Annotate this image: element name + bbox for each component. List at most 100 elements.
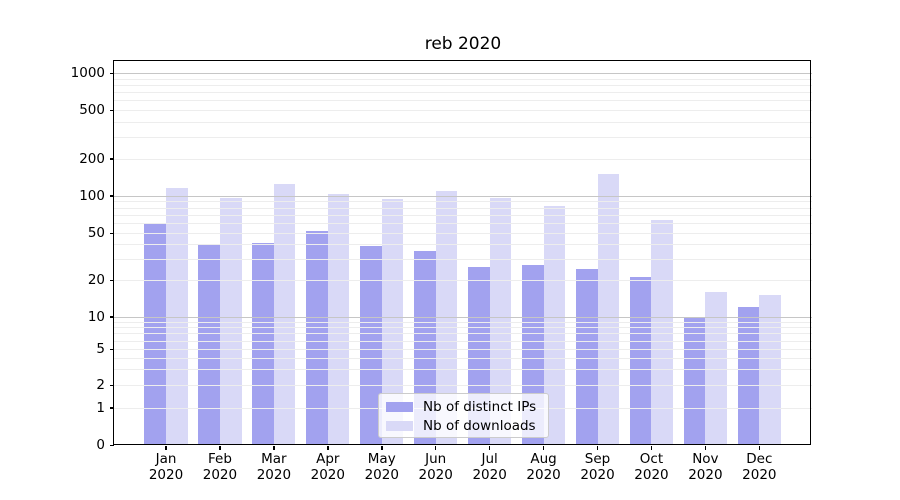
bar-downloads-jun (435, 190, 458, 445)
gridline-minor (114, 280, 812, 281)
y-tick-mark (109, 444, 114, 446)
x-tick-month: Jan (155, 451, 177, 467)
x-tick-month: Jun (425, 451, 447, 467)
y-tick-label: 5 (96, 341, 105, 358)
y-tick-label: 10 (87, 308, 105, 325)
bar-downloads-nov (705, 291, 727, 445)
x-tick-label-oct: Oct 2020 (621, 451, 681, 483)
x-tick-month: Apr (316, 451, 340, 467)
gridline-minor (114, 158, 812, 160)
x-tick-month: Feb (207, 451, 232, 467)
bar-downloads-oct (651, 219, 674, 445)
x-tick-mark (381, 446, 383, 450)
gridline-major (114, 195, 812, 197)
legend-swatch-icon (386, 402, 413, 412)
x-tick-month: May (367, 451, 396, 467)
gridline-minor (114, 201, 812, 203)
x-tick-label-aug: Aug 2020 (514, 451, 574, 483)
y-tick-label: 100 (79, 187, 105, 204)
gridline-minor (114, 85, 812, 87)
bar-ips-feb (198, 244, 220, 445)
x-tick-mark (758, 446, 761, 450)
y-tick-mark (109, 348, 114, 351)
legend-item: Nb of distinct IPs (379, 398, 548, 417)
bar-downloads-jan (166, 188, 188, 445)
x-tick-month: Mar (261, 451, 287, 467)
gridline-minor (114, 110, 812, 111)
x-tick-year: 2020 (526, 466, 561, 483)
legend-label: Nb of downloads (423, 418, 536, 434)
bar-ips-apr (306, 230, 328, 445)
x-tick-mark (596, 446, 599, 450)
x-tick-year: 2020 (148, 466, 184, 483)
gridline-minor (114, 321, 812, 323)
x-tick-label-dec: Dec 2020 (729, 451, 789, 483)
x-tick-mark (273, 446, 275, 450)
x-tick-month: Nov (692, 451, 719, 467)
y-tick-label: 2 (96, 377, 105, 393)
gridline-minor (114, 369, 812, 371)
y-tick-mark (109, 72, 114, 75)
x-tick-mark (542, 446, 545, 450)
bar-downloads-apr (327, 194, 350, 445)
x-tick-year: 2020 (634, 466, 669, 483)
bar-downloads-sep (597, 173, 620, 445)
x-tick-month: Aug (530, 451, 557, 467)
gridline-minor (114, 78, 812, 80)
gridline-minor (114, 137, 812, 139)
bar-downloads-mar (273, 184, 296, 445)
x-tick-mark (704, 446, 707, 450)
legend-label: Nb of distinct IPs (423, 399, 537, 415)
x-tick-year: 2020 (256, 466, 292, 483)
gridline-minor (114, 223, 812, 225)
x-tick-label-mar: Mar 2020 (244, 451, 304, 483)
x-tick-year: 2020 (688, 466, 723, 483)
x-tick-label-jun: Jun 2020 (406, 451, 466, 483)
y-tick-label: 0 (96, 437, 105, 453)
y-tick-mark (109, 384, 114, 386)
x-tick-year: 2020 (742, 466, 777, 483)
legend-item: Nb of downloads (379, 417, 548, 436)
y-tick-label: 500 (79, 102, 105, 118)
y-tick-label: 200 (79, 150, 105, 167)
gridline-minor (114, 385, 812, 386)
gridline-minor (114, 233, 812, 234)
y-tick-mark (109, 279, 114, 281)
bar-ips-may (360, 245, 382, 445)
y-tick-mark (109, 316, 114, 318)
x-tick-label-sep: Sep 2020 (568, 451, 628, 483)
gridline-minor (114, 121, 812, 123)
gridline-minor (114, 214, 812, 216)
gridline-major (114, 316, 812, 318)
legend-box: Nb of distinct IPs Nb of downloads (378, 393, 549, 438)
y-tick-mark (109, 109, 114, 111)
y-tick-label: 50 (87, 225, 105, 241)
y-tick-label: 1000 (70, 65, 105, 82)
x-tick-mark (650, 446, 653, 450)
x-tick-mark (488, 446, 491, 450)
x-tick-mark (219, 446, 221, 450)
y-tick-mark (109, 407, 114, 409)
gridline-minor (114, 259, 812, 261)
x-tick-month: Jul (481, 451, 498, 467)
bar-ips-sep (575, 268, 598, 445)
x-tick-label-may: May 2020 (352, 451, 412, 483)
y-tick-label: 20 (87, 272, 105, 288)
gridline-minor (114, 340, 812, 342)
y-tick-label: 1 (96, 399, 105, 416)
x-tick-mark (327, 446, 329, 450)
y-tick-mark (109, 195, 114, 197)
bar-ips-mar (252, 243, 274, 445)
legend-swatch-icon (386, 421, 413, 431)
x-tick-year: 2020 (364, 466, 399, 483)
x-tick-year: 2020 (418, 466, 453, 483)
x-tick-year: 2020 (472, 466, 507, 483)
y-tick-mark (109, 232, 114, 234)
x-tick-month: Sep (584, 451, 611, 467)
bar-ips-nov (683, 316, 706, 445)
gridline-minor (114, 92, 812, 94)
gridline-major (114, 73, 812, 75)
x-tick-month: Dec (746, 451, 773, 467)
x-tick-mark (165, 446, 167, 450)
